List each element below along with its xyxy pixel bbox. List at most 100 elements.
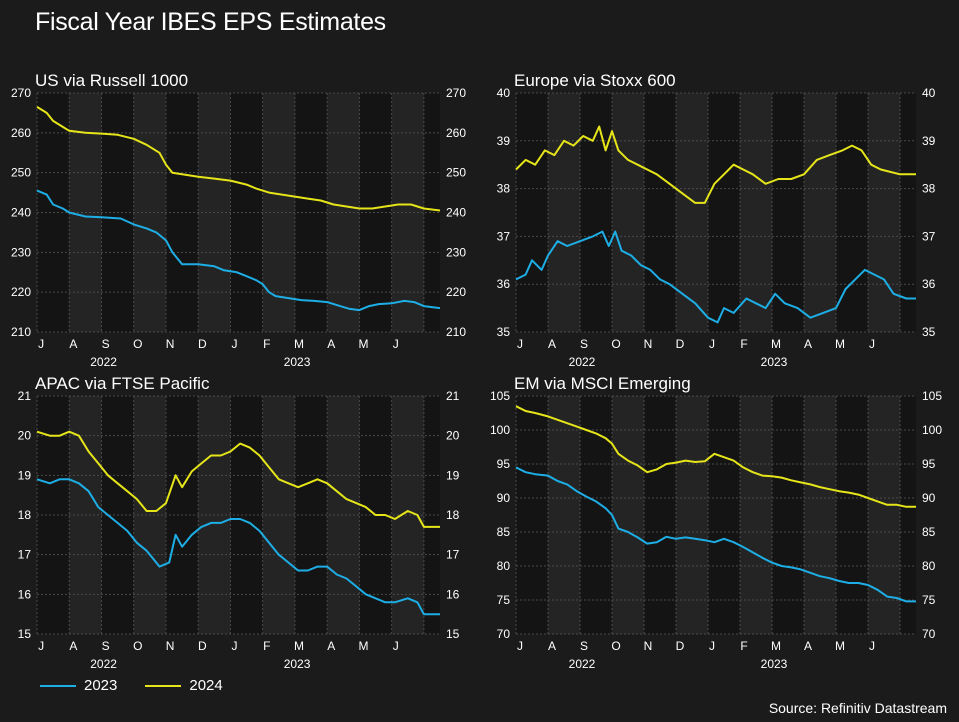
year-label: 2023 (761, 355, 788, 369)
month-band (676, 93, 708, 332)
y-tick-label-left: 85 (497, 525, 511, 539)
x-tick-label: J (517, 337, 523, 351)
year-label: 2022 (569, 355, 596, 369)
y-tick-label-right: 90 (922, 491, 936, 505)
y-tick-label-right: 38 (922, 182, 936, 196)
y-tick-label-right: 260 (446, 126, 466, 140)
chart-panel-3: 70 70 75 75 80 80 85 85 90 90 95 95 100 100 105 105 J A S O… (490, 374, 942, 671)
y-tick-label-left: 19 (18, 468, 32, 482)
x-tick-label: J (709, 639, 715, 653)
y-tick-label-right: 16 (446, 587, 460, 601)
x-tick-label: S (580, 337, 588, 351)
x-tick-label: A (69, 337, 77, 351)
y-tick-label-right: 35 (922, 325, 936, 339)
year-label: 2022 (90, 355, 117, 369)
y-tick-label-left: 270 (11, 86, 31, 100)
y-tick-label-left: 21 (18, 389, 32, 403)
y-tick-label-left: 38 (497, 182, 511, 196)
year-label: 2023 (284, 657, 311, 671)
y-tick-label-left: 95 (497, 457, 511, 471)
x-tick-label: A (804, 337, 812, 351)
y-tick-label-right: 230 (446, 245, 466, 259)
plot-background (516, 396, 916, 634)
y-tick-label-left: 37 (497, 229, 511, 243)
x-tick-label: O (611, 639, 620, 653)
x-tick-label: D (676, 337, 685, 351)
month-band (740, 396, 772, 634)
y-tick-label-right: 75 (922, 593, 936, 607)
x-tick-label: J (393, 639, 399, 653)
x-tick-label: O (611, 337, 620, 351)
y-tick-label-right: 15 (446, 627, 460, 641)
x-tick-label: N (644, 639, 653, 653)
x-tick-label: N (644, 337, 653, 351)
x-tick-label: F (740, 337, 747, 351)
y-tick-label-right: 250 (446, 166, 466, 180)
y-tick-label-right: 105 (922, 389, 942, 403)
x-tick-label: J (709, 337, 715, 351)
y-tick-label-right: 210 (446, 325, 466, 339)
y-tick-label-right: 18 (446, 508, 460, 522)
x-tick-label: J (38, 639, 44, 653)
y-tick-label-left: 100 (490, 423, 510, 437)
x-tick-label: S (102, 337, 110, 351)
x-tick-label: A (804, 639, 812, 653)
x-tick-label: D (198, 337, 207, 351)
chart-title: US via Russell 1000 (35, 71, 188, 90)
y-tick-label-left: 220 (11, 285, 31, 299)
y-tick-label-right: 17 (446, 548, 460, 562)
y-tick-label-right: 100 (922, 423, 942, 437)
x-tick-label: M (294, 337, 304, 351)
y-tick-label-right: 85 (922, 525, 936, 539)
x-tick-label: M (359, 639, 369, 653)
x-tick-label: D (676, 639, 685, 653)
y-tick-label-right: 220 (446, 285, 466, 299)
month-band (804, 396, 836, 634)
series-line-2023 (36, 478, 440, 616)
month-band (548, 93, 580, 332)
y-tick-label-left: 17 (18, 548, 32, 562)
chart-title: APAC via FTSE Pacific (35, 374, 210, 393)
y-tick-label-right: 70 (922, 627, 936, 641)
series-line-2024 (515, 405, 916, 508)
y-tick-label-right: 21 (446, 389, 460, 403)
y-tick-label-right: 95 (922, 457, 936, 471)
x-tick-label: M (771, 639, 781, 653)
y-tick-label-right: 40 (922, 86, 936, 100)
series-line-2024 (36, 430, 440, 528)
x-tick-label: M (835, 337, 845, 351)
year-label: 2022 (90, 657, 117, 671)
legend: 2023 2024 (40, 677, 251, 694)
x-tick-label: A (327, 337, 335, 351)
x-tick-label: M (294, 639, 304, 653)
y-tick-label-right: 20 (446, 429, 460, 443)
year-label: 2022 (569, 657, 596, 671)
y-tick-label-left: 70 (497, 627, 511, 641)
x-tick-label: M (359, 337, 369, 351)
chart-panel-2: 15 15 16 16 17 17 18 18 19 19 20 20 21 21 J A S O N D J F M A M J… (18, 374, 460, 671)
x-tick-label: N (166, 337, 175, 351)
x-tick-label: J (869, 639, 875, 653)
x-tick-label: O (133, 337, 142, 351)
y-tick-label-left: 90 (497, 491, 511, 505)
x-tick-label: J (38, 337, 44, 351)
y-tick-label-left: 260 (11, 126, 31, 140)
y-tick-label-left: 240 (11, 206, 31, 220)
year-label: 2023 (761, 657, 788, 671)
x-tick-label: J (232, 337, 238, 351)
series-line-2024 (515, 125, 916, 204)
legend-label-2024: 2024 (189, 677, 223, 694)
y-tick-label-left: 230 (11, 245, 31, 259)
y-tick-label-left: 16 (18, 587, 32, 601)
y-tick-label-right: 19 (446, 468, 460, 482)
y-tick-label-right: 240 (446, 206, 466, 220)
legend-item-2024: 2024 (145, 677, 223, 694)
x-tick-label: F (740, 639, 747, 653)
x-tick-label: A (327, 639, 335, 653)
y-tick-label-left: 40 (497, 86, 511, 100)
x-tick-label: J (393, 337, 399, 351)
y-tick-label-right: 37 (922, 229, 936, 243)
y-tick-label-left: 210 (11, 325, 31, 339)
series-line-2024 (36, 106, 441, 212)
